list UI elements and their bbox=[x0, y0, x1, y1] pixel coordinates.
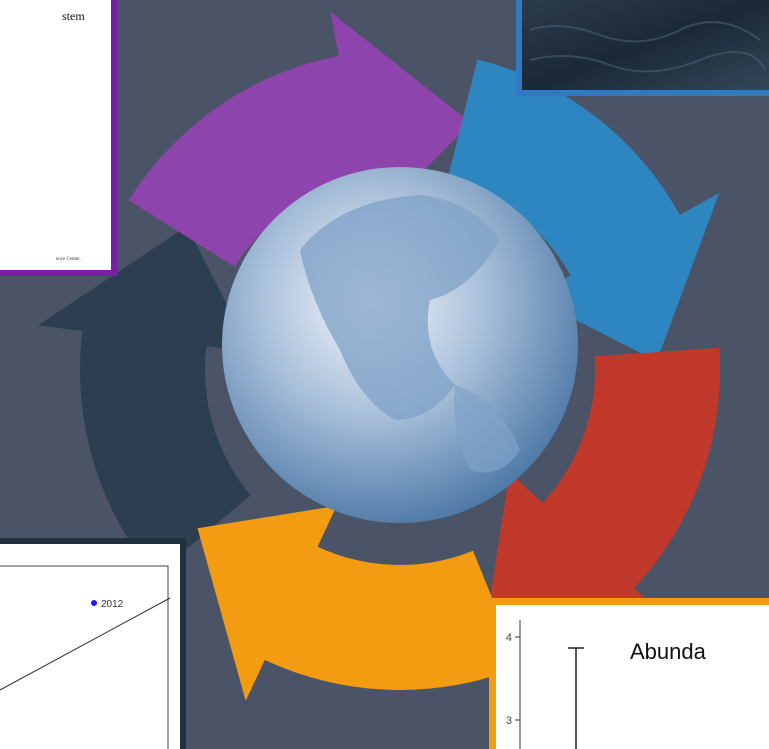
document-panel: stem ence Center. bbox=[0, 0, 117, 276]
abundance-panel: 4 3 Abunda bbox=[489, 598, 769, 749]
document-heading: stem bbox=[62, 9, 85, 23]
cycle-arrow bbox=[197, 505, 520, 701]
y-tick-label: 4 bbox=[506, 632, 512, 644]
ocean-photo bbox=[516, 0, 769, 96]
cycle-arrow bbox=[447, 59, 720, 361]
point-label: 2012 bbox=[101, 599, 124, 610]
globe bbox=[222, 167, 578, 523]
data-point bbox=[91, 600, 97, 606]
scatter-panel: 2012 bbox=[0, 538, 186, 749]
cycle-arrow bbox=[37, 226, 252, 576]
document-footer: ence Center. bbox=[56, 257, 81, 262]
cycle-arrow bbox=[487, 347, 720, 619]
chart-title: Abunda bbox=[630, 639, 707, 664]
y-tick-label: 3 bbox=[506, 715, 512, 727]
